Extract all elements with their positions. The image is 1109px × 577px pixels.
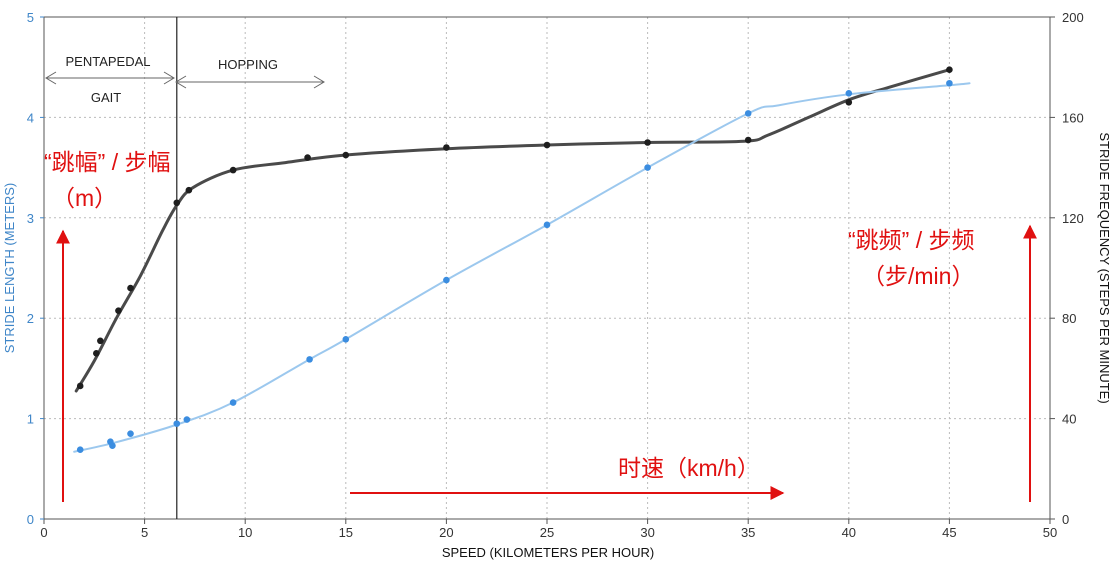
x-tick-label: 15 xyxy=(339,525,353,540)
stride-frequency-point xyxy=(127,285,134,292)
x-tick-label: 45 xyxy=(942,525,956,540)
stride-frequency-point xyxy=(544,142,551,149)
y-left-tick-label: 2 xyxy=(27,311,34,326)
y-right-tick-label: 120 xyxy=(1062,211,1084,226)
stride-frequency-point xyxy=(846,99,853,106)
stride-length-point xyxy=(644,164,651,171)
stride-length-point xyxy=(544,222,551,229)
left-annotation-label: “跳幅” / 步幅 xyxy=(44,149,171,175)
y-right-tick-label: 200 xyxy=(1062,10,1084,25)
hopping-label: HOPPING xyxy=(218,57,278,72)
stride-frequency-point xyxy=(77,383,84,390)
right-annotation-label: “跳频” / 步频 xyxy=(848,227,975,253)
stride-frequency-point xyxy=(745,137,752,144)
x-tick-label: 30 xyxy=(640,525,654,540)
stride-length-point xyxy=(745,110,752,117)
pentapedal-label: PENTAPEDAL xyxy=(65,54,150,69)
x-tick-label: 5 xyxy=(141,525,148,540)
stride-length-point xyxy=(127,430,134,437)
stride-length-point xyxy=(230,399,237,406)
y-left-tick-label: 5 xyxy=(27,10,34,25)
y-right-tick-label: 160 xyxy=(1062,110,1084,125)
y-left-axis-ticks: 0 1 2 3 4 5 xyxy=(27,10,44,527)
y-right-axis-ticks: 0 40 80 120 160 200 xyxy=(1050,10,1084,527)
stride-length-point xyxy=(77,446,84,453)
stride-frequency-line xyxy=(76,70,949,391)
y-left-tick-label: 1 xyxy=(27,412,34,427)
stride-frequency-point xyxy=(946,66,953,73)
stride-frequency-point xyxy=(173,199,180,206)
chinese-annotations: “跳幅” / 步幅 （m） “跳频” / 步频 （步/min） 时速（km/h） xyxy=(44,149,1030,502)
stride-length-point xyxy=(173,420,180,427)
right-annotation-unit: （步/min） xyxy=(862,263,974,289)
stride-frequency-point xyxy=(115,307,122,314)
stride-frequency-point xyxy=(343,152,350,159)
stride-frequency-point xyxy=(93,350,100,357)
stride-length-point xyxy=(443,277,450,284)
x-tick-label: 0 xyxy=(40,525,47,540)
x-tick-label: 20 xyxy=(439,525,453,540)
stride-length-point xyxy=(306,356,313,363)
left-annotation-unit: （m） xyxy=(52,185,117,211)
x-tick-label: 10 xyxy=(238,525,252,540)
gait-label: GAIT xyxy=(91,90,121,105)
y-right-tick-label: 80 xyxy=(1062,311,1076,326)
stride-frequency-point xyxy=(304,154,311,161)
stride-length-point xyxy=(946,80,953,87)
stride-frequency-point xyxy=(443,144,450,151)
y-left-tick-label: 0 xyxy=(27,512,34,527)
gait-annotation: PENTAPEDAL GAIT HOPPING xyxy=(46,17,324,519)
series-layer xyxy=(74,66,969,453)
y-right-tick-label: 40 xyxy=(1062,412,1076,427)
stride-length-point xyxy=(184,416,191,423)
stride-frequency-point xyxy=(97,337,104,344)
x-axis-ticks: 0 5 10 15 20 25 30 35 40 45 50 xyxy=(40,519,1057,540)
stride-length-point xyxy=(846,90,853,97)
stride-frequency-point xyxy=(644,139,651,146)
stride-length-point xyxy=(109,442,116,449)
y-left-tick-label: 3 xyxy=(27,211,34,226)
y-right-tick-label: 0 xyxy=(1062,512,1069,527)
x-tick-label: 40 xyxy=(842,525,856,540)
y-left-axis-label: STRIDE LENGTH (METERS) xyxy=(2,183,17,353)
stride-length-point xyxy=(343,336,350,343)
x-axis-label: SPEED (KILOMETERS PER HOUR) xyxy=(442,545,654,560)
stride-frequency-point xyxy=(230,167,237,174)
y-right-axis-label: STRIDE FREQUENCY (STEPS PER MINUTE) xyxy=(1097,132,1109,403)
x-tick-label: 25 xyxy=(540,525,554,540)
x-tick-label: 35 xyxy=(741,525,755,540)
x-tick-label: 50 xyxy=(1043,525,1057,540)
stride-length-line xyxy=(74,83,969,451)
y-left-tick-label: 4 xyxy=(27,110,34,125)
x-annotation-label: 时速（km/h） xyxy=(618,455,760,481)
stride-frequency-point xyxy=(186,187,193,194)
